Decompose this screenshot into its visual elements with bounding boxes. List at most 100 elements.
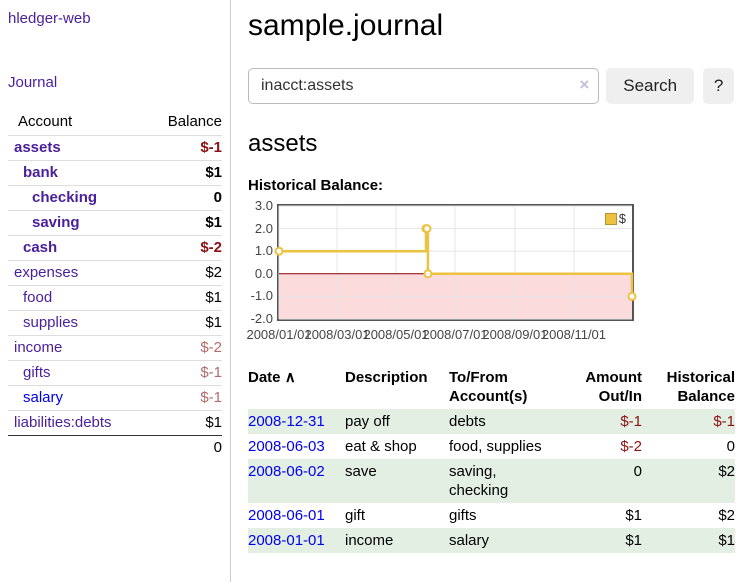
account-name-cell: cash bbox=[8, 235, 149, 261]
account-name-cell: bank bbox=[8, 160, 149, 186]
accounts-total-spacer bbox=[8, 435, 149, 459]
account-name-cell: food bbox=[8, 285, 149, 311]
account-name-cell: saving bbox=[8, 210, 149, 236]
account-name-cell: liabilities:debts bbox=[8, 410, 149, 436]
account-link[interactable]: income bbox=[14, 339, 63, 356]
y-tick-label: 0.0 bbox=[254, 265, 273, 281]
accounts-total-row: 0 bbox=[8, 435, 222, 459]
sort-ascending-icon: ∧ bbox=[284, 369, 296, 386]
transaction-amount: $-1 bbox=[620, 413, 642, 430]
main-content: sample.journal × Search ? assets Histori… bbox=[240, 0, 742, 582]
account-name-cell: supplies bbox=[8, 310, 149, 336]
transaction-row: 2008-06-01 gift gifts $1 $2 bbox=[248, 503, 735, 528]
chart-legend: $ bbox=[604, 211, 626, 226]
chart-y-axis: 3.0 2.0 1.0 0.0 -1.0 -2.0 bbox=[248, 198, 273, 326]
transaction-balance: $2 bbox=[718, 507, 735, 524]
transaction-description: pay off bbox=[345, 413, 390, 430]
transaction-date-cell: 2008-01-01 bbox=[248, 528, 345, 553]
y-tick-label: 3.0 bbox=[254, 198, 273, 213]
account-link[interactable]: food bbox=[23, 289, 53, 306]
account-row: expenses $2 bbox=[8, 260, 222, 286]
transaction-date-link[interactable]: 2008-06-02 bbox=[248, 463, 325, 480]
search-form: × Search ? bbox=[248, 68, 734, 104]
sidebar: hledger-web Journal Account Balance asse… bbox=[0, 0, 231, 582]
col-header-description: Description bbox=[345, 369, 428, 386]
accounts-header-balance: Balance bbox=[167, 113, 222, 130]
transaction-amount: 0 bbox=[633, 463, 642, 480]
transaction-date-link[interactable]: 2008-12-31 bbox=[248, 413, 325, 430]
accounts-total-value: 0 bbox=[148, 435, 222, 459]
account-link[interactable]: salary bbox=[23, 389, 64, 406]
transaction-balance: $1 bbox=[718, 532, 735, 549]
transactions-table: Date ∧ Description To/From Account(s) Am… bbox=[248, 365, 735, 553]
account-link[interactable]: saving bbox=[32, 214, 80, 231]
transaction-accounts: gifts bbox=[449, 507, 477, 524]
transaction-row: 2008-06-03 eat & shop food, supplies $-2 0 bbox=[248, 434, 735, 459]
account-row: salary $-1 bbox=[8, 385, 222, 411]
transaction-amount: $1 bbox=[625, 507, 642, 524]
accounts-header-row: Account Balance bbox=[8, 109, 222, 136]
account-balance: $1 bbox=[148, 310, 222, 336]
account-row: bank $1 bbox=[8, 160, 222, 186]
transaction-date-cell: 2008-06-03 bbox=[248, 434, 345, 459]
y-tick-label: 1.0 bbox=[254, 243, 273, 259]
account-link[interactable]: gifts bbox=[23, 364, 51, 381]
sidebar-item-journal[interactable]: Journal bbox=[8, 74, 58, 91]
transaction-description: income bbox=[345, 532, 394, 549]
account-row: assets $-1 bbox=[8, 135, 222, 161]
account-row: checking 0 bbox=[8, 185, 222, 211]
x-tick-label: 2008/05/01 bbox=[363, 327, 429, 342]
col-header-amount: Amount Out/In bbox=[585, 369, 642, 405]
account-balance: $-2 bbox=[148, 235, 222, 261]
clear-search-icon[interactable]: × bbox=[579, 75, 590, 94]
account-link[interactable]: bank bbox=[23, 164, 59, 181]
transaction-row: 2008-01-01 income salary $1 $1 bbox=[248, 528, 735, 553]
search-input[interactable] bbox=[248, 68, 600, 104]
account-link[interactable]: supplies bbox=[23, 314, 79, 331]
account-name-cell: salary bbox=[8, 385, 149, 411]
col-header-accounts: To/From Account(s) bbox=[449, 369, 528, 405]
x-tick-label: 2008/03/01 bbox=[304, 327, 370, 342]
transaction-date-link[interactable]: 2008-06-01 bbox=[248, 507, 325, 524]
account-balance: $-2 bbox=[148, 335, 222, 361]
account-row: income $-2 bbox=[8, 335, 222, 361]
transaction-balance: $-1 bbox=[713, 413, 735, 430]
account-row: saving $1 bbox=[8, 210, 222, 236]
account-link[interactable]: expenses bbox=[14, 264, 79, 281]
account-row: cash $-2 bbox=[8, 235, 222, 261]
account-name-cell: expenses bbox=[8, 260, 149, 286]
accounts-header-account: Account bbox=[18, 113, 73, 130]
y-tick-label: -2.0 bbox=[250, 311, 273, 326]
transaction-accounts: food, supplies bbox=[449, 438, 542, 455]
col-header-balance: Historical Balance bbox=[666, 369, 735, 405]
search-button[interactable]: Search bbox=[606, 68, 695, 104]
x-tick-label: 2008/11/01 bbox=[541, 327, 607, 342]
app-title-link[interactable]: hledger-web bbox=[8, 10, 91, 27]
account-row: liabilities:debts $1 bbox=[8, 410, 222, 436]
account-link[interactable]: checking bbox=[32, 189, 98, 206]
y-tick-label: -1.0 bbox=[250, 288, 273, 304]
page-title: sample.journal bbox=[248, 9, 444, 42]
account-balance: $1 bbox=[148, 285, 222, 311]
account-balance: $-1 bbox=[148, 135, 222, 161]
col-header-date-label: Date bbox=[248, 369, 281, 386]
chart-x-axis: 2008/01/01 2008/03/01 2008/05/01 2008/07/01… bbox=[246, 327, 636, 343]
col-header-date[interactable]: Date ∧ bbox=[248, 365, 345, 409]
account-balance: $1 bbox=[148, 210, 222, 236]
transaction-date-link[interactable]: 2008-06-03 bbox=[248, 438, 325, 455]
account-row: gifts $-1 bbox=[8, 360, 222, 386]
account-link[interactable]: liabilities:debts bbox=[14, 414, 112, 431]
account-link[interactable]: cash bbox=[23, 239, 58, 256]
account-name-cell: assets bbox=[8, 135, 149, 161]
transaction-amount: $-2 bbox=[620, 438, 642, 455]
account-balance: $-1 bbox=[148, 385, 222, 411]
legend-swatch-icon bbox=[604, 212, 617, 225]
accounts-table: Account Balance assets $-1 bank $1 checking 0… bbox=[8, 109, 222, 459]
transaction-date-link[interactable]: 2008-01-01 bbox=[248, 532, 325, 549]
help-button[interactable]: ? bbox=[703, 68, 734, 104]
transaction-amount: $1 bbox=[625, 532, 642, 549]
balance-chart: 3.0 2.0 1.0 0.0 -1.0 -2.0 $ 2008/01/01 2008/03… bbox=[246, 198, 668, 344]
account-link[interactable]: assets bbox=[14, 139, 61, 156]
account-name-cell: gifts bbox=[8, 360, 149, 386]
